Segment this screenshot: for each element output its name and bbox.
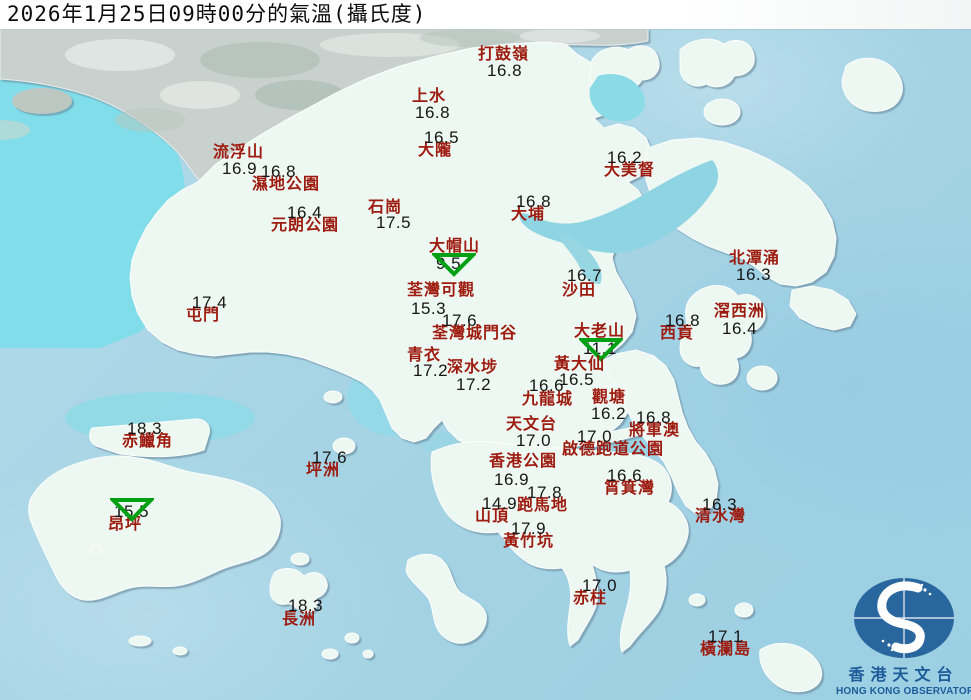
- station-name: 大隴: [418, 140, 453, 159]
- station-value: 17.6: [442, 311, 478, 330]
- station-value: 16.8: [636, 408, 672, 427]
- station-name: 荃灣城門谷: [432, 323, 518, 342]
- station-value: 16.3: [702, 495, 738, 514]
- inlet-water-layer: [519, 74, 719, 284]
- station-name: 赤柱: [573, 588, 608, 607]
- station-value: 16.9: [222, 159, 258, 178]
- station-name: 跑馬地: [517, 495, 569, 514]
- station-name: 長洲: [282, 609, 317, 628]
- station-name: 打鼓嶺: [478, 44, 530, 63]
- station-value: 16.3: [736, 265, 772, 284]
- station-value: 17.5: [376, 213, 412, 232]
- station-name: 元朗公園: [271, 215, 340, 234]
- hko-logo-english: HONG KONG OBSERVATORY: [836, 685, 971, 697]
- station-name: 大埔: [511, 204, 546, 223]
- station-name: 沙田: [562, 280, 597, 299]
- station-value: 17.2: [413, 361, 449, 380]
- station-name: 將軍澳: [629, 420, 681, 439]
- station-name: 赤鱲角: [122, 431, 174, 450]
- station-value: 16.7: [567, 266, 603, 285]
- station-name: 西貢: [660, 323, 695, 342]
- station-value: 17.0: [582, 576, 618, 595]
- station-name: 屯門: [186, 305, 221, 324]
- hko-emblem-icon: [853, 578, 954, 658]
- station-value: 16.9: [494, 470, 530, 489]
- station-value: 16.8: [516, 192, 552, 211]
- station-name: 荃灣可觀: [407, 280, 476, 299]
- station-value: 16.8: [415, 103, 451, 122]
- station-name: 山頂: [475, 506, 510, 525]
- station-value: 17.0: [577, 427, 613, 446]
- station-name: 大美督: [604, 160, 656, 179]
- land-layer: [28, 38, 903, 693]
- station-name: 北潭涌: [729, 248, 781, 267]
- station-name: 上水: [412, 86, 447, 105]
- station-value: 9.5: [436, 254, 462, 273]
- station-name: 大帽山: [429, 236, 481, 255]
- station-value: 16.8: [665, 311, 701, 330]
- hko-logo: 香港天文台 HONG KONG OBSERVATORY: [836, 576, 971, 700]
- station-name: 黃大仙: [554, 354, 606, 373]
- station-value: 16.5: [424, 128, 460, 147]
- station-value: 18.3: [288, 596, 324, 615]
- station-name: 九龍城: [522, 389, 574, 408]
- station-value: 17.6: [312, 448, 348, 467]
- station-name: 筲箕灣: [604, 478, 656, 497]
- station-value: 17.4: [192, 293, 228, 312]
- station-value: 16.6: [529, 376, 565, 395]
- station-name: 清水灣: [695, 506, 747, 525]
- station-value: 16.4: [722, 319, 758, 338]
- min-temp-triangle-icon: [430, 252, 478, 277]
- station-value: 16.6: [607, 466, 643, 485]
- station-name: 濕地公園: [252, 174, 321, 193]
- title-bar: 2026年1月25日09時00分的氣溫(攝氏度): [0, 0, 971, 29]
- min-temp-triangle-icon: [108, 497, 156, 522]
- station-name: 流浮山: [213, 142, 265, 161]
- min-temp-triangle-icon: [577, 337, 625, 362]
- station-name: 大老山: [574, 321, 626, 340]
- station-name: 滘西洲: [714, 301, 766, 320]
- hko-logo-chinese: 香港天文台: [848, 665, 959, 684]
- station-name: 黃竹坑: [503, 531, 555, 550]
- station-name: 青衣: [407, 345, 442, 364]
- station-value: 16.2: [591, 404, 627, 423]
- station-value: 16.8: [261, 162, 297, 181]
- station-value: 14.9: [482, 494, 518, 513]
- station-value: 17.0: [516, 431, 552, 450]
- station-value: 17.9: [511, 519, 547, 538]
- station-name: 觀塘: [592, 387, 627, 406]
- station-name: 石崗: [368, 197, 403, 216]
- shenzhen-texture: [0, 29, 600, 140]
- station-value: 16.5: [559, 370, 595, 389]
- station-name: 深水埗: [447, 357, 499, 376]
- station-name: 坪洲: [306, 460, 341, 479]
- station-name: 橫瀾島: [700, 639, 752, 658]
- station-name: 天文台: [506, 414, 558, 433]
- map-title: 2026年1月25日09時00分的氣溫(攝氏度): [7, 2, 427, 26]
- station-value: 16.2: [607, 148, 643, 167]
- station-name: 啟德跑道公園: [562, 439, 665, 458]
- station-value: 16.8: [487, 61, 523, 80]
- station-value: 17.2: [456, 375, 492, 394]
- station-name: 香港公園: [489, 451, 558, 470]
- station-value: 16.4: [287, 203, 323, 222]
- station-value: 17.1: [708, 627, 744, 646]
- station-value: 15.3: [411, 299, 447, 318]
- station-value: 18.3: [127, 419, 163, 438]
- station-value: 17.8: [527, 483, 563, 502]
